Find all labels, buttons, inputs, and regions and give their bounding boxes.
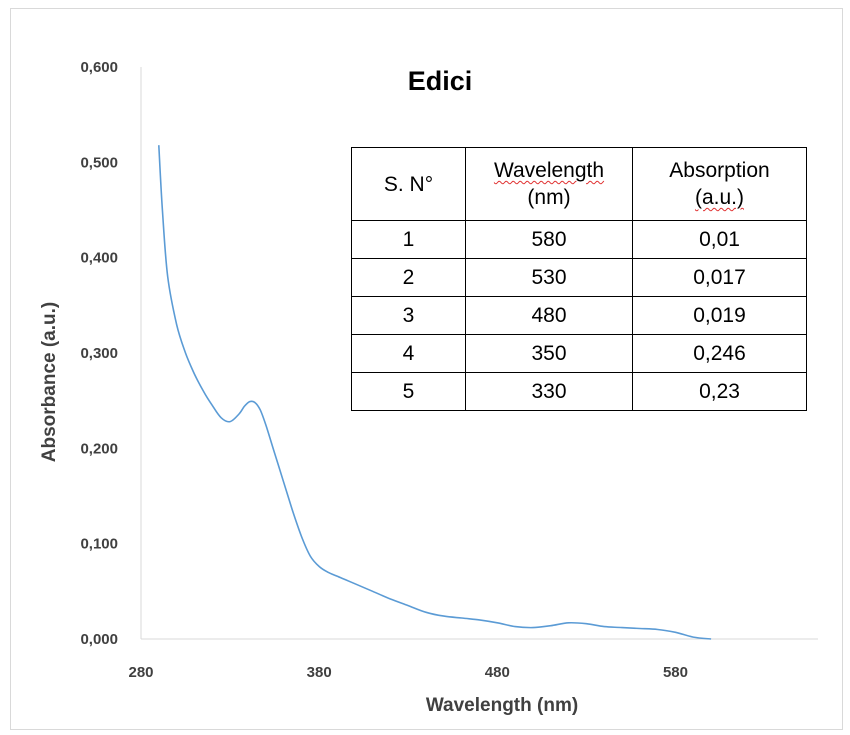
y-tick-label: 0,400 xyxy=(80,250,118,267)
x-tick-label: 580 xyxy=(663,664,688,681)
header-wavelength: Wavelength (nm) xyxy=(465,147,633,221)
cell-absorption: 0,017 xyxy=(632,258,807,297)
cell-absorption: 0,23 xyxy=(632,372,807,411)
cell-wavelength: 330 xyxy=(465,372,633,411)
data-table: S. N° Wavelength (nm) Absorption (a.u.) 1 … xyxy=(351,147,807,411)
y-tick-label: 0,100 xyxy=(80,536,118,553)
cell-wavelength: 530 xyxy=(465,258,633,297)
table-header-row: S. N° Wavelength (nm) Absorption (a.u.) xyxy=(351,147,807,221)
x-tick-labels: 280 380 480 580 xyxy=(128,664,688,681)
x-axis-title: Wavelength (nm) xyxy=(426,695,578,716)
header-absorption: Absorption (a.u.) xyxy=(632,147,807,221)
y-tick-label: 0,600 xyxy=(80,59,118,76)
series-group xyxy=(158,145,712,640)
y-tick-label: 0,000 xyxy=(80,631,118,648)
cell-sn: 3 xyxy=(351,296,466,335)
table-row: 3 480 0,019 xyxy=(351,296,807,335)
y-tick-label: 0,500 xyxy=(80,154,118,171)
table-row: 1 580 0,01 xyxy=(351,220,807,259)
x-tick-label: 380 xyxy=(307,664,332,681)
chart-title: Edici xyxy=(408,66,473,96)
cell-wavelength: 480 xyxy=(465,296,633,335)
cell-sn: 1 xyxy=(351,220,466,259)
y-tick-labels: 0,000 0,100 0,200 0,300 0,400 0,500 0,600 xyxy=(80,59,118,648)
cell-absorption: 0,01 xyxy=(632,220,807,259)
cell-wavelength: 580 xyxy=(465,220,633,259)
y-tick-label: 0,200 xyxy=(80,440,118,457)
y-axis-title: Absorbance (a.u.) xyxy=(39,302,60,462)
x-tick-label: 280 xyxy=(128,664,153,681)
cell-sn: 5 xyxy=(351,372,466,411)
cell-sn: 4 xyxy=(351,334,466,373)
table-row: 5 330 0,23 xyxy=(351,372,807,411)
y-tick-label: 0,300 xyxy=(80,345,118,362)
cell-wavelength: 350 xyxy=(465,334,633,373)
cell-absorption: 0,246 xyxy=(632,334,807,373)
x-tick-label: 480 xyxy=(485,664,510,681)
cell-sn: 2 xyxy=(351,258,466,297)
table-row: 4 350 0,246 xyxy=(351,334,807,373)
header-sn: S. N° xyxy=(351,147,466,221)
table-row: 2 530 0,017 xyxy=(351,258,807,297)
series-line-0 xyxy=(158,145,712,640)
cell-absorption: 0,019 xyxy=(632,296,807,335)
